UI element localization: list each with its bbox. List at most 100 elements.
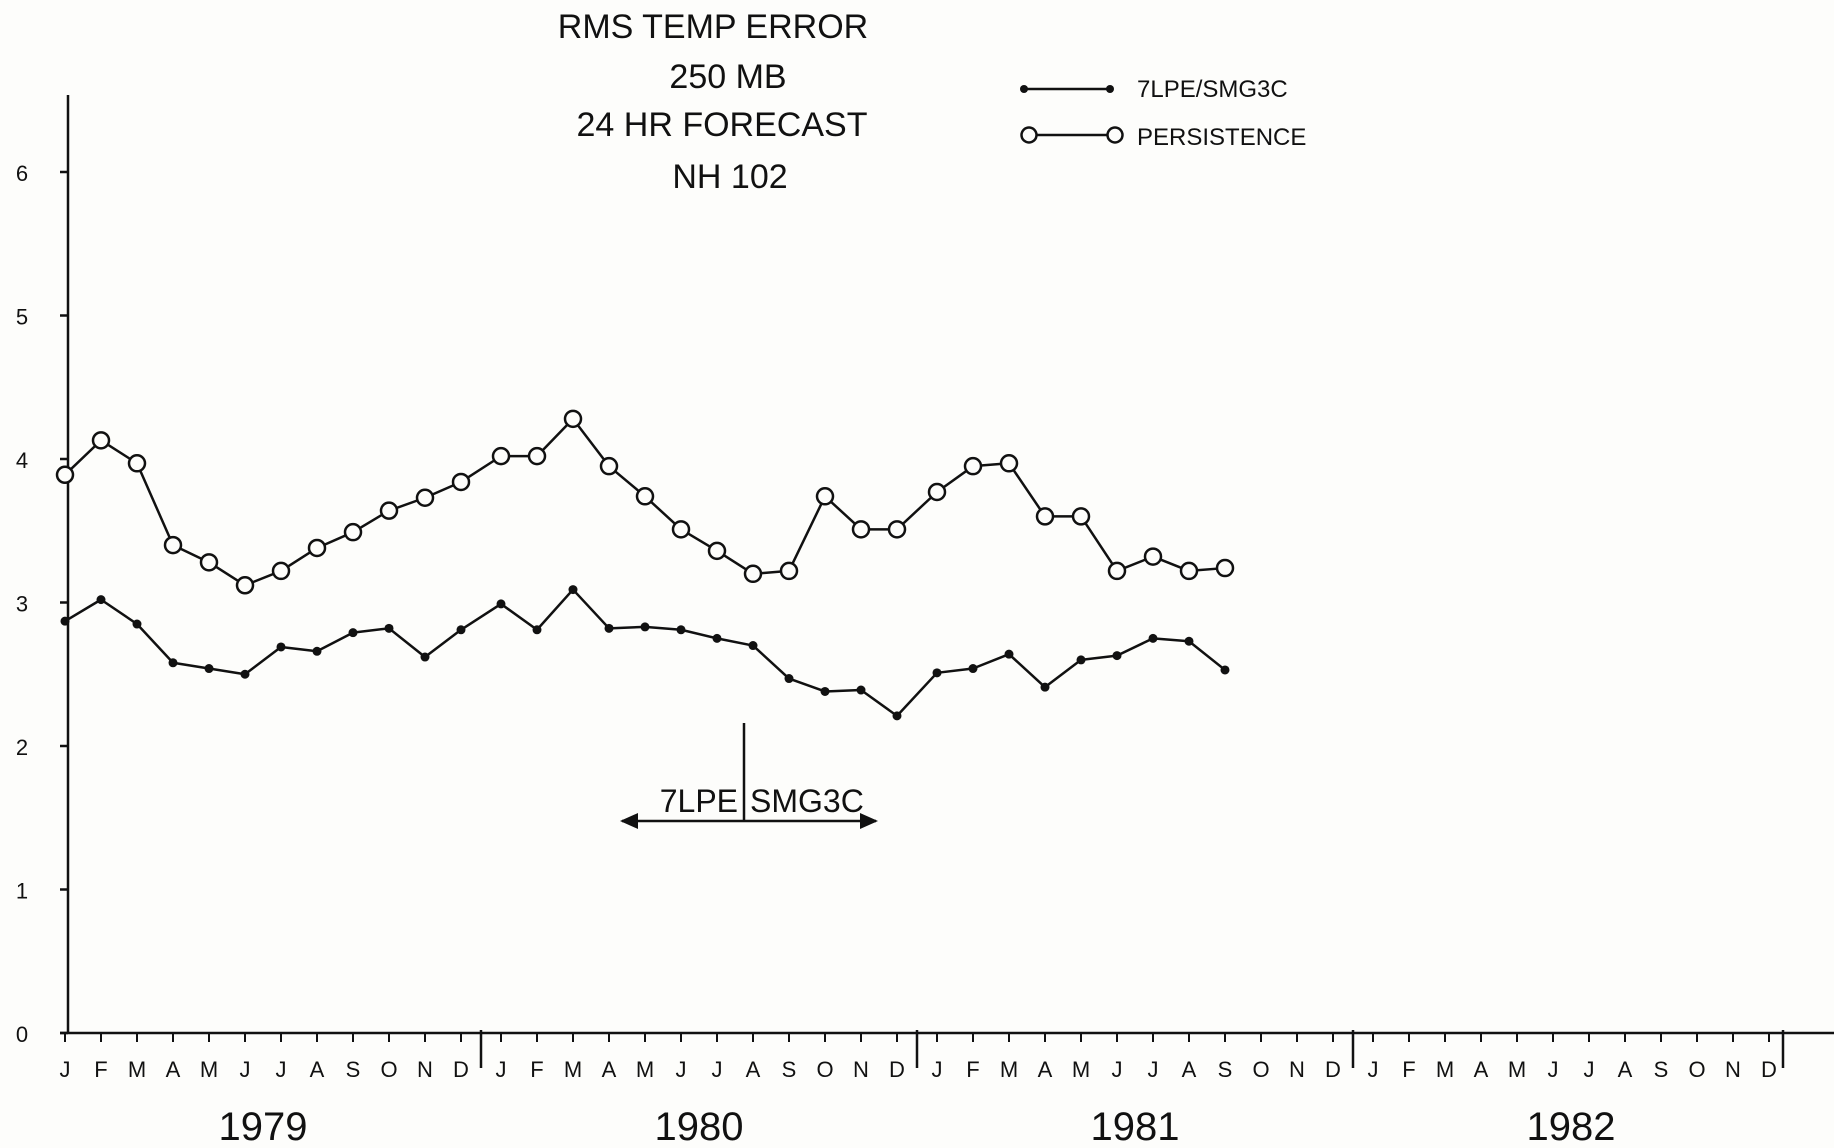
title-line-1: 250 MB bbox=[669, 58, 786, 96]
month-label: S bbox=[346, 1057, 361, 1082]
point-persistence bbox=[999, 454, 1019, 473]
point-7lpe-smg3c bbox=[820, 686, 830, 696]
month-label: S bbox=[1218, 1057, 1233, 1082]
point-persistence bbox=[235, 576, 255, 595]
point-persistence bbox=[887, 520, 907, 539]
point-7lpe-smg3c bbox=[1040, 682, 1050, 692]
point-persistence bbox=[1215, 558, 1235, 578]
month-label: N bbox=[417, 1057, 433, 1082]
point-7lpe-smg3c bbox=[1148, 633, 1158, 643]
point-7lpe-smg3c bbox=[456, 625, 466, 635]
point-persistence bbox=[815, 487, 835, 506]
month-label: D bbox=[1325, 1057, 1341, 1082]
month-label: M bbox=[1072, 1057, 1090, 1082]
y-tick-label-6: 6 bbox=[16, 161, 28, 186]
year-label-1981: 1981 bbox=[1091, 1105, 1180, 1148]
series-markers bbox=[55, 409, 1235, 721]
point-persistence bbox=[743, 564, 763, 584]
month-label: M bbox=[1000, 1057, 1018, 1082]
month-label: O bbox=[380, 1057, 397, 1082]
point-persistence bbox=[851, 520, 871, 539]
chart-title: RMS TEMP ERROR 250 MB 24 HR FORECAST NH 102 bbox=[558, 8, 868, 196]
point-7lpe-smg3c bbox=[348, 628, 358, 638]
annotation-right-label: SMG3C bbox=[750, 783, 864, 819]
month-label: A bbox=[602, 1057, 617, 1082]
point-7lpe-smg3c bbox=[60, 616, 70, 626]
month-label: M bbox=[1436, 1057, 1454, 1082]
point-7lpe-smg3c bbox=[1220, 665, 1230, 675]
point-7lpe-smg3c bbox=[1076, 655, 1086, 665]
month-label: D bbox=[453, 1057, 469, 1082]
month-label: A bbox=[1618, 1057, 1633, 1082]
title-line-2: 24 HR FORECAST bbox=[577, 106, 868, 144]
point-7lpe-smg3c bbox=[604, 623, 614, 633]
legend-circle-persistence-left bbox=[1020, 126, 1038, 144]
point-7lpe-smg3c bbox=[168, 658, 178, 668]
y-tick-label-4: 4 bbox=[16, 448, 28, 473]
year-label-1980: 1980 bbox=[655, 1105, 744, 1148]
point-7lpe-smg3c bbox=[1004, 649, 1014, 659]
point-persistence bbox=[963, 456, 983, 476]
legend-dot-7lpe-left bbox=[1020, 85, 1028, 93]
point-persistence bbox=[671, 520, 691, 539]
annotation-left-label: 7LPE bbox=[660, 783, 738, 819]
point-7lpe-smg3c bbox=[384, 623, 394, 633]
point-persistence bbox=[199, 553, 219, 572]
month-label: M bbox=[128, 1057, 146, 1082]
month-label: F bbox=[1402, 1057, 1415, 1082]
axes bbox=[60, 95, 1834, 1035]
year-labels: 1979 1980 1981 1982 bbox=[219, 1105, 1616, 1148]
point-persistence bbox=[307, 538, 327, 558]
point-7lpe-smg3c bbox=[1112, 651, 1122, 661]
month-label: J bbox=[1368, 1057, 1379, 1082]
month-label: S bbox=[1654, 1057, 1669, 1082]
month-label: F bbox=[966, 1057, 979, 1082]
point-7lpe-smg3c bbox=[712, 633, 722, 643]
y-ticks: 0 1 2 3 4 5 6 bbox=[16, 161, 68, 1047]
month-label: A bbox=[1038, 1057, 1053, 1082]
month-label: N bbox=[1725, 1057, 1741, 1082]
month-label: S bbox=[782, 1057, 797, 1082]
month-label: A bbox=[310, 1057, 325, 1082]
point-persistence bbox=[1035, 507, 1055, 526]
point-persistence bbox=[163, 535, 183, 555]
point-persistence bbox=[415, 488, 435, 507]
y-tick-label-1: 1 bbox=[16, 879, 28, 904]
month-label: N bbox=[1289, 1057, 1305, 1082]
point-7lpe-smg3c bbox=[312, 646, 322, 656]
point-persistence bbox=[379, 501, 399, 520]
point-7lpe-smg3c bbox=[276, 642, 286, 652]
point-persistence bbox=[599, 456, 619, 476]
month-label: A bbox=[1474, 1057, 1489, 1082]
title-line-3: NH 102 bbox=[672, 158, 787, 196]
point-7lpe-smg3c bbox=[1184, 636, 1194, 646]
month-label: J bbox=[1148, 1057, 1159, 1082]
point-7lpe-smg3c bbox=[784, 674, 794, 684]
month-label: J bbox=[1548, 1057, 1559, 1082]
legend: 7LPE/SMG3C PERSISTENCE bbox=[1020, 76, 1306, 151]
point-7lpe-smg3c bbox=[96, 595, 106, 605]
point-persistence bbox=[1143, 547, 1163, 566]
point-persistence bbox=[779, 561, 799, 581]
point-persistence bbox=[1179, 561, 1199, 581]
title-line-0: RMS TEMP ERROR bbox=[558, 8, 868, 46]
month-label: J bbox=[712, 1057, 723, 1082]
month-label: J bbox=[240, 1057, 251, 1082]
month-label: J bbox=[676, 1057, 687, 1082]
point-persistence bbox=[343, 522, 363, 542]
month-label: F bbox=[530, 1057, 543, 1082]
point-persistence bbox=[127, 454, 147, 473]
point-7lpe-smg3c bbox=[568, 585, 578, 595]
month-label: J bbox=[932, 1057, 943, 1082]
y-tick-label-2: 2 bbox=[16, 735, 28, 760]
month-label: A bbox=[166, 1057, 181, 1082]
legend-label-7lpe: 7LPE/SMG3C bbox=[1137, 76, 1288, 103]
month-label: O bbox=[1252, 1057, 1269, 1082]
month-label: J bbox=[60, 1057, 71, 1082]
month-label: D bbox=[1761, 1057, 1777, 1082]
y-tick-label-3: 3 bbox=[16, 592, 28, 617]
point-persistence bbox=[55, 465, 75, 485]
point-7lpe-smg3c bbox=[204, 664, 214, 674]
